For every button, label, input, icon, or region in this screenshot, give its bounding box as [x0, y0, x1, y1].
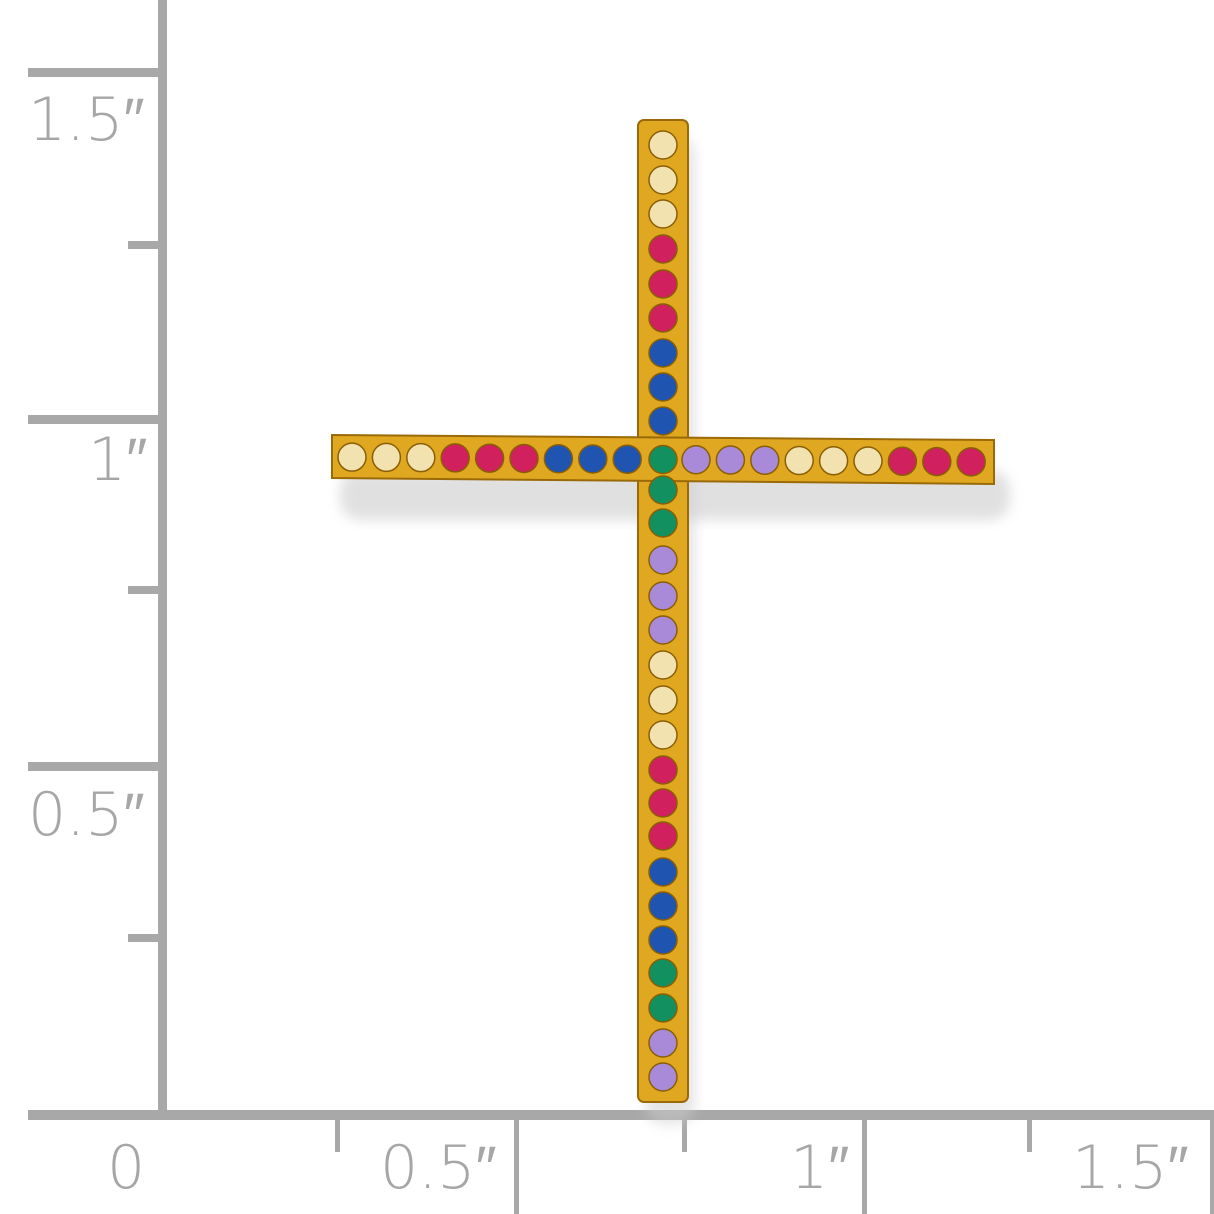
gemstone-champagne [406, 442, 436, 473]
ruler-tick [682, 1118, 687, 1152]
gemstone-champagne [853, 446, 883, 476]
gemstone-blue [612, 444, 642, 474]
gemstone-blue [648, 338, 678, 368]
gemstone-pink [474, 443, 505, 473]
gemstone-purple [648, 615, 678, 645]
gemstone-pink [648, 788, 678, 818]
gemstone-champagne [648, 685, 678, 715]
gemstone-champagne [648, 650, 678, 680]
ruler-tick [128, 934, 163, 942]
ruler-label-h-0.5: 0.5″ [380, 1133, 497, 1203]
gemstone-pink [648, 269, 678, 299]
gemstone-purple [648, 1062, 678, 1092]
ruler-label-h-0: 0 [107, 1133, 145, 1203]
gemstone-pink [648, 755, 678, 785]
ruler-tick [128, 241, 163, 249]
gemstone-pink [648, 303, 678, 333]
gemstone-green [648, 958, 678, 988]
ruler [28, 0, 1214, 1214]
ruler-label-h-1.5: 1.5″ [1072, 1133, 1189, 1203]
gemstone-champagne [648, 130, 678, 160]
gemstone-champagne [784, 445, 814, 476]
gemstone-purple [648, 545, 678, 575]
cross-vertical-bar [637, 119, 689, 1103]
ruler-tick [128, 586, 163, 594]
gemstone-pink [887, 446, 918, 477]
gemstone-pink [956, 447, 986, 477]
gemstone-purple [681, 444, 711, 475]
ruler-label-v-0.5: 0.5″ [28, 780, 145, 850]
ruler-tick [28, 762, 163, 771]
ruler-label-h-1: 1″ [790, 1133, 849, 1203]
gemstone-purple [648, 1028, 678, 1058]
gemstone-green [648, 508, 678, 538]
gemstone-green [648, 993, 678, 1023]
ruler-tick [514, 1118, 519, 1214]
gemstone-blue [648, 925, 678, 955]
gemstone-purple [715, 445, 746, 475]
gemstone-pink [648, 234, 678, 264]
gemstone-blue [543, 443, 574, 474]
gemstone-blue [648, 891, 678, 921]
cross-pendant [331, 119, 1010, 1125]
ruler-tick [862, 1118, 867, 1214]
gemstone-pink [648, 821, 678, 851]
gemstone-pink [922, 446, 952, 477]
gemstone-champagne [371, 442, 402, 473]
gemstone-champagne [648, 720, 678, 750]
gemstone-blue [648, 372, 678, 402]
ruler-tick [335, 1118, 340, 1152]
ruler-tick [28, 415, 163, 424]
gemstone-green [648, 444, 678, 475]
ruler-label-v-1: 1″ [88, 425, 147, 495]
gemstone-blue [648, 857, 678, 887]
ruler-tick [1027, 1118, 1032, 1152]
gemstone-champagne [818, 446, 849, 476]
ruler-tick [28, 68, 163, 77]
gemstone-champagne [337, 442, 367, 472]
gemstone-blue [578, 444, 608, 474]
ruler-vertical-line [158, 0, 167, 1118]
gemstone-champagne [648, 199, 678, 229]
gemstone-green [648, 475, 678, 505]
gemstones [337, 130, 986, 1092]
gemstone-champagne [648, 165, 678, 195]
gemstone-pink [509, 443, 539, 474]
ruler-labels: 1.5″ 1″ 0.5″ 0 0.5″ 1″ 1.5″ [28, 85, 1189, 1203]
gemstone-pink [440, 443, 470, 473]
gemstone-purple [750, 445, 780, 476]
gemstone-purple [648, 581, 678, 611]
gemstone-blue [648, 406, 678, 436]
ruler-horizontal-line [28, 1110, 1214, 1120]
ruler-label-v-1.5: 1.5″ [28, 85, 145, 155]
ruler-tick [1210, 1118, 1214, 1214]
